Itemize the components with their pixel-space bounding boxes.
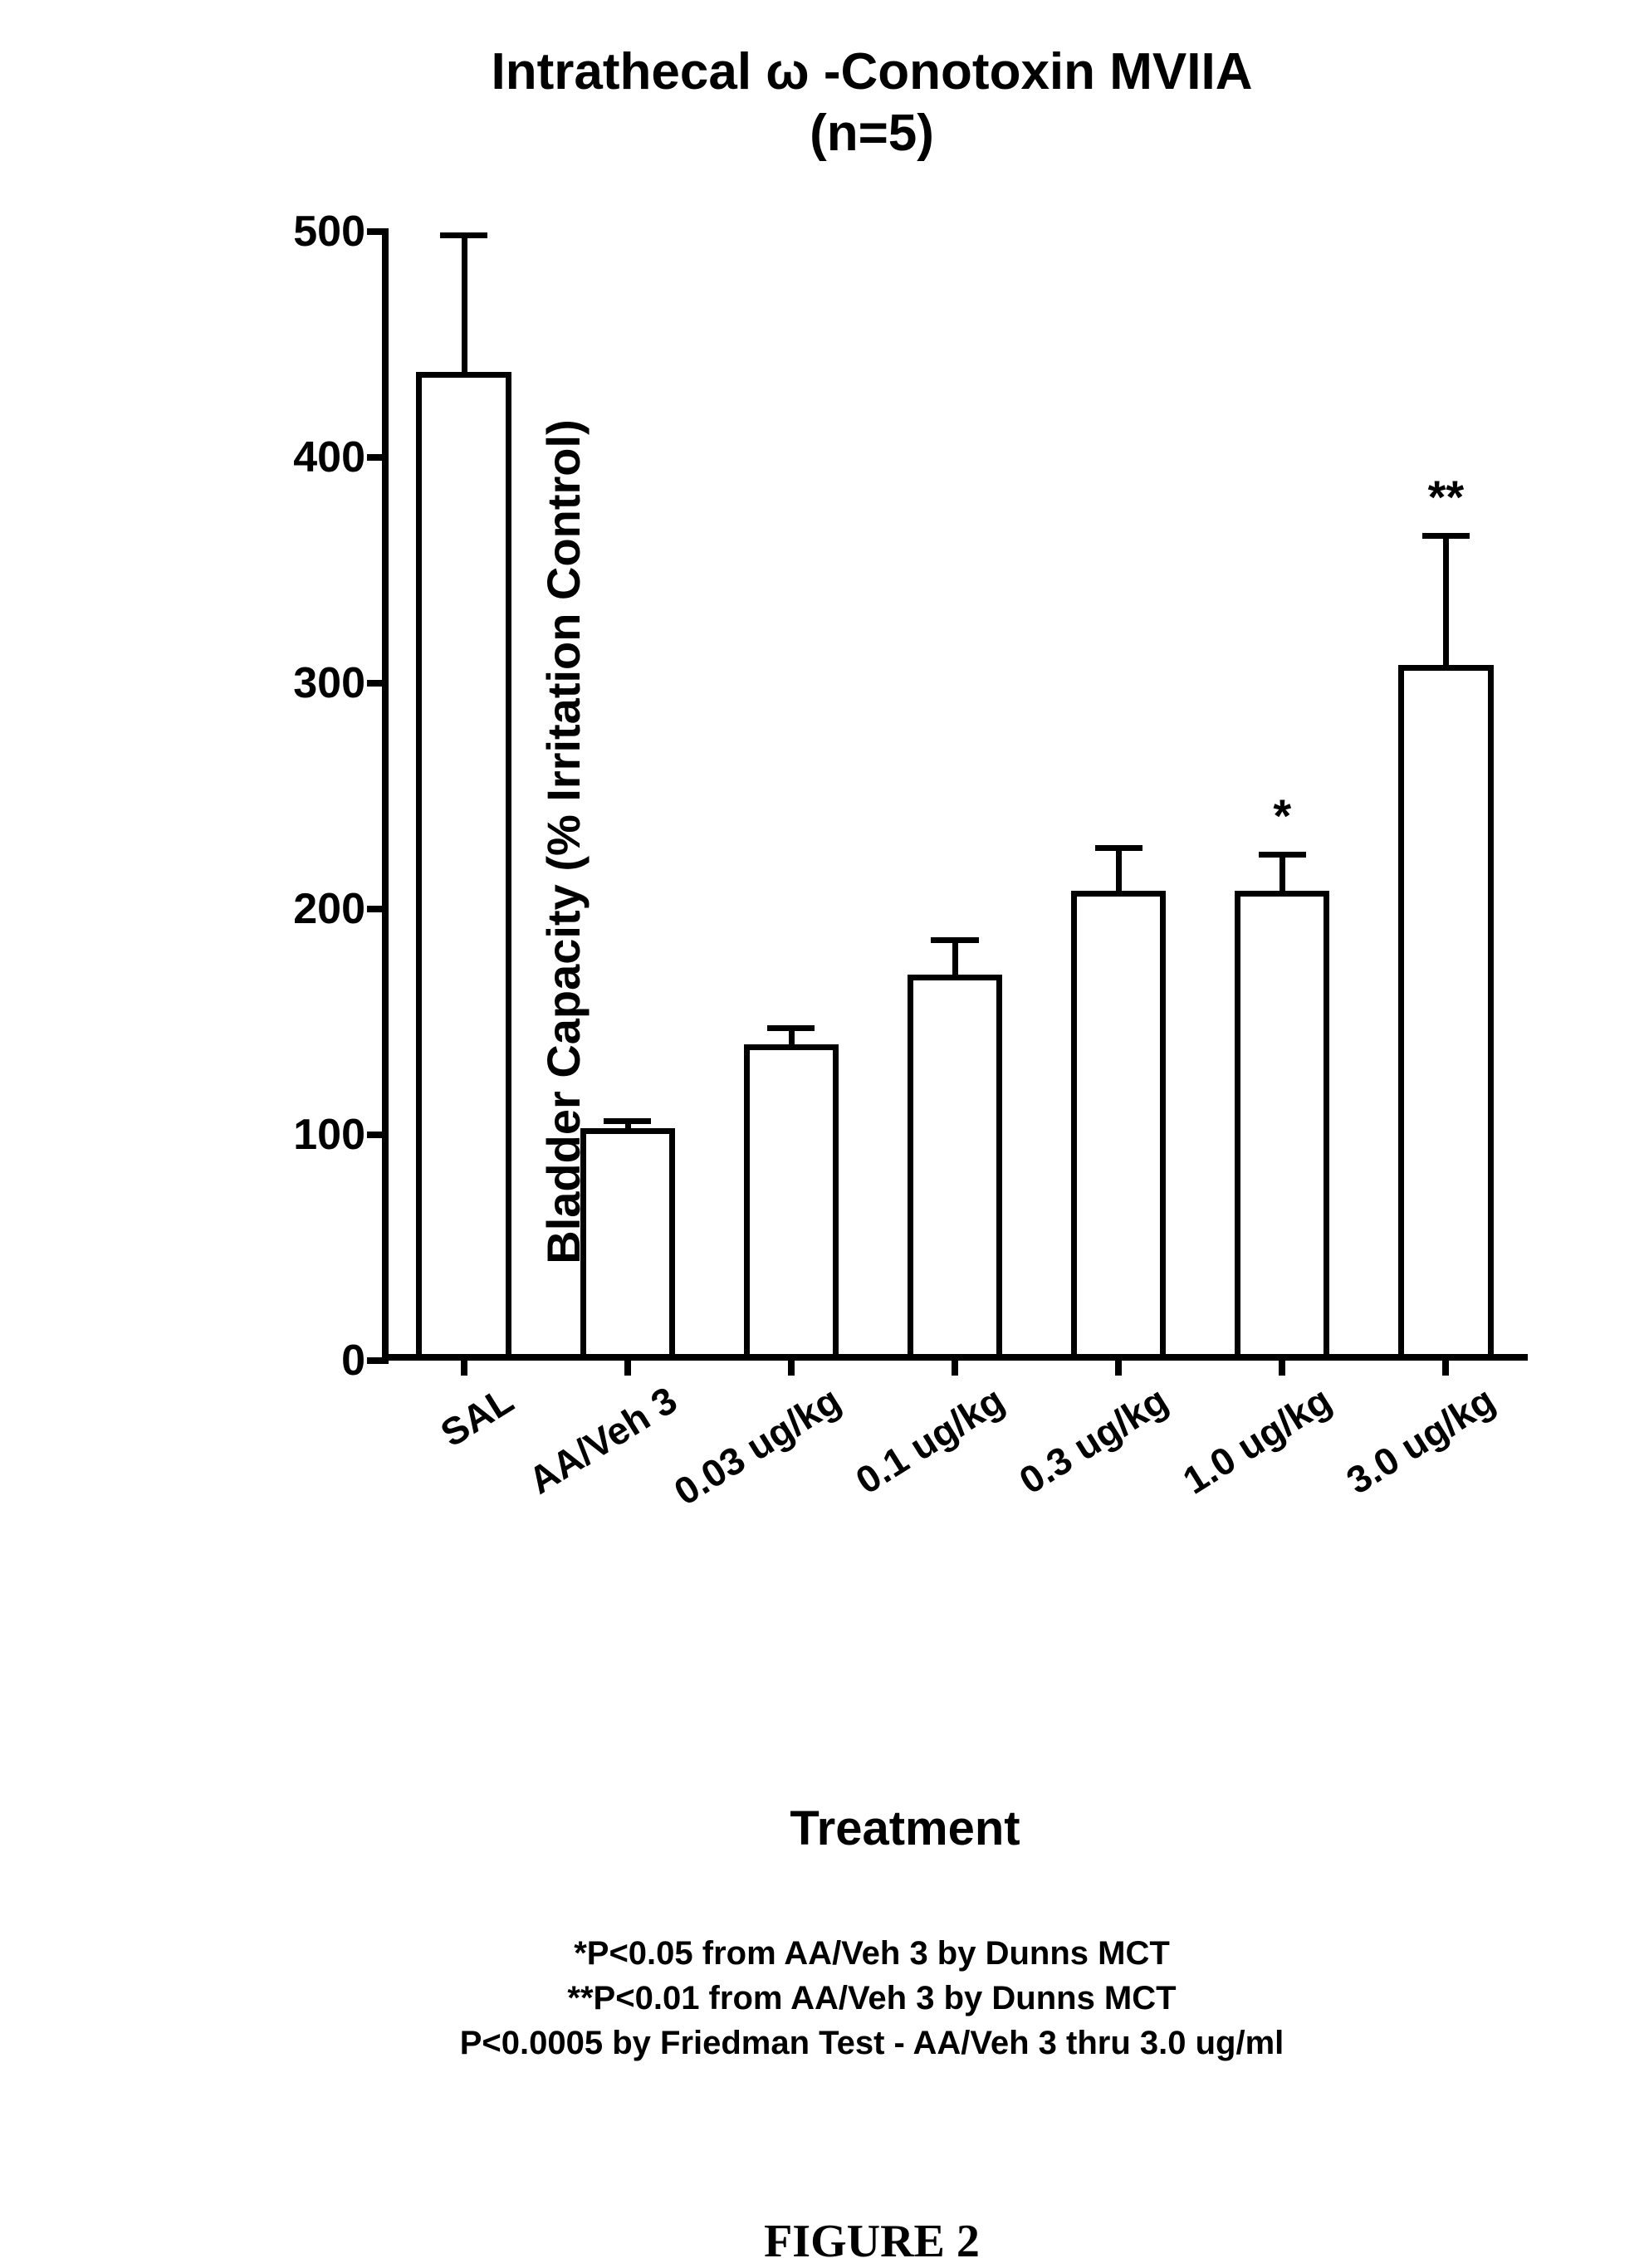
y-tick-label: 200: [216, 884, 365, 934]
error-bar: [952, 941, 958, 975]
x-tick: [1442, 1354, 1449, 1376]
axes: *** 0100200300400500SALAA/Veh 30.03 ug/k…: [382, 198, 1528, 1361]
error-bar: [1116, 848, 1122, 892]
y-tick-label: 400: [216, 433, 365, 482]
y-tick-label: 300: [216, 658, 365, 708]
error-bar-cap: [931, 937, 978, 943]
y-tick-label: 500: [216, 207, 365, 257]
bars-container: ***: [382, 225, 1528, 1354]
y-tick: [367, 1132, 389, 1138]
x-tick: [1279, 1354, 1285, 1376]
chart-title: Intrathecal ω -Conotoxin MVIIA (n=5): [216, 42, 1528, 165]
chart-title-line1: Intrathecal ω -Conotoxin MVIIA: [492, 43, 1253, 100]
bar: [1398, 665, 1493, 1354]
x-tick: [624, 1354, 631, 1376]
bar: [1071, 891, 1166, 1354]
footnote-3: P<0.0005 by Friedman Test - AA/Veh 3 thr…: [216, 2021, 1528, 2065]
significance-marker: **: [1412, 470, 1479, 524]
footnote-1: *P<0.05 from AA/Veh 3 by Dunns MCT: [216, 1931, 1528, 1976]
error-bar: [462, 236, 467, 371]
error-bar-cap: [604, 1118, 651, 1124]
x-tick: [952, 1354, 958, 1376]
error-bar-cap: [1095, 845, 1142, 851]
y-tick: [367, 680, 389, 687]
error-bar: [1279, 855, 1285, 892]
bar: [1235, 891, 1329, 1354]
error-bar: [1443, 536, 1449, 665]
plot-area: Bladder Capacity (% Irritation Control) …: [216, 198, 1528, 1485]
y-tick: [367, 906, 389, 912]
figure-label: FIGURE 2: [216, 2215, 1528, 2268]
bar: [908, 975, 1002, 1354]
significance-marker: *: [1249, 789, 1315, 843]
bar: [580, 1128, 675, 1354]
x-tick: [1115, 1354, 1122, 1376]
y-tick: [367, 1357, 389, 1364]
footnotes: *P<0.05 from AA/Veh 3 by Dunns MCT **P<0…: [216, 1931, 1528, 2065]
y-tick-label: 100: [216, 1110, 365, 1160]
x-tick: [461, 1354, 467, 1376]
figure-container: Intrathecal ω -Conotoxin MVIIA (n=5) Bla…: [116, 42, 1528, 2268]
x-axis-label: Treatment: [282, 1801, 1528, 1856]
error-bar-cap: [1259, 852, 1306, 858]
footnote-2: **P<0.01 from AA/Veh 3 by Dunns MCT: [216, 1976, 1528, 2021]
bar: [744, 1044, 839, 1354]
x-tick: [788, 1354, 795, 1376]
y-tick: [367, 228, 389, 235]
chart-title-line2: (n=5): [810, 105, 934, 162]
error-bar-cap: [440, 232, 487, 238]
bar: [416, 372, 511, 1354]
error-bar-cap: [1422, 533, 1470, 539]
error-bar-cap: [767, 1025, 815, 1031]
y-tick: [367, 454, 389, 461]
y-tick-label: 0: [216, 1336, 365, 1386]
